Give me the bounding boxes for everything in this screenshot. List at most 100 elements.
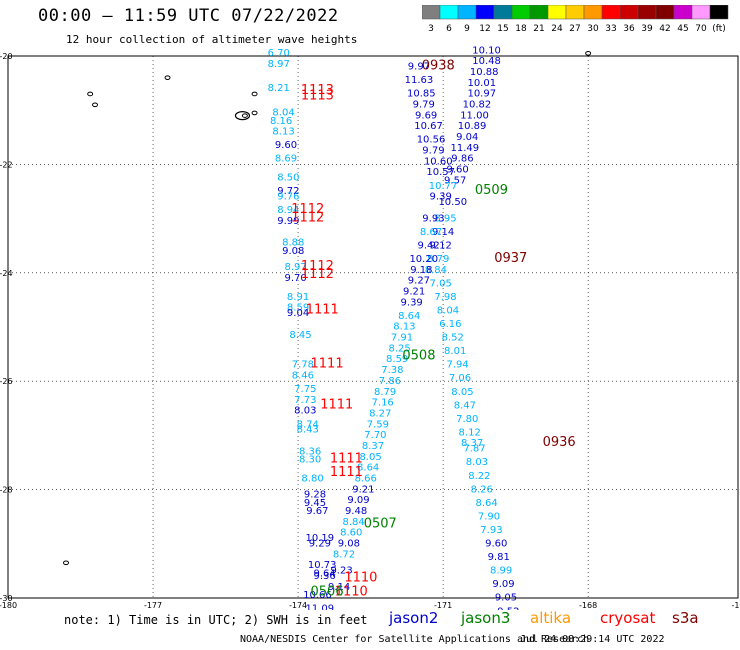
island-outline	[241, 113, 248, 118]
wave-height-value: 8.21	[268, 83, 290, 94]
sat-legend-jason3: jason3	[461, 609, 511, 627]
colorbar-label: 24	[551, 24, 563, 34]
wave-height-value: 7.75	[294, 384, 316, 395]
wave-height-map: -180 -177 -174 -171 -168 -16 -20 -22 -24 -26 -28 -3…	[0, 45, 740, 610]
wave-height-value: 9.72	[277, 186, 299, 197]
sat-legend-cryosat: cryosat	[600, 609, 656, 627]
wave-height-value: 9.14	[432, 227, 454, 238]
wave-height-value: 10.67	[414, 121, 443, 132]
wave-height-value: 7.91	[391, 333, 413, 344]
pass-time-label: 1110	[335, 584, 368, 599]
wave-height-value: 9.64	[314, 568, 336, 579]
wave-height-value: 8.64	[357, 463, 379, 474]
wave-height-value: 7.86	[379, 376, 401, 387]
pass-time-label: 1113	[301, 88, 334, 103]
wave-height-value: 8.67	[420, 227, 442, 238]
island-outline	[585, 50, 592, 56]
wave-height-value: 10.85	[407, 89, 436, 100]
wave-height-value: 8.30	[299, 455, 321, 466]
wave-height-value: 8.26	[471, 484, 493, 495]
colorbar-label: 12	[479, 24, 490, 34]
wave-height-value: 9.60	[275, 140, 297, 151]
wave-height-value: 10.82	[463, 99, 492, 110]
sat-legend-s3a: s3a	[672, 609, 699, 627]
wave-height-value: 8.13	[393, 322, 415, 333]
wave-height-value: 10.57	[426, 167, 455, 178]
wave-height-value: 10.88	[470, 67, 499, 78]
wave-height-value: 7.70	[364, 430, 386, 441]
pass-time-label: 1112	[291, 210, 324, 225]
wave-height-value: 10.73	[308, 560, 337, 571]
pass-time-label: 1112	[301, 259, 334, 274]
colorbar-label: (ft)	[712, 24, 726, 34]
wave-height-value: 9.79	[422, 146, 444, 157]
wave-height-value: 9.45	[304, 498, 326, 509]
generation-timestamp: Jul 24 08:29:14 UTC 2022	[520, 634, 665, 645]
wave-height-value: 6.70	[268, 48, 290, 59]
wave-height-value: 10.66	[303, 590, 332, 601]
pass-time-label: 0936	[543, 435, 576, 450]
colorbar-label: 39	[641, 24, 653, 34]
wave-height-value: 7.90	[478, 511, 500, 522]
wave-height-value: 10.10	[472, 45, 501, 56]
wave-height-value: 11.00	[460, 110, 489, 121]
wave-height-value: 8.01	[444, 346, 466, 357]
pass-time-label: 1112	[301, 267, 334, 282]
pass-time-label: 0507	[364, 517, 397, 532]
pass-time-label: 0937	[494, 251, 527, 266]
wave-height-value: 9.93	[422, 213, 444, 224]
wave-height-value: 11.09	[306, 604, 335, 610]
wave-height-value: 8.37	[362, 441, 384, 452]
wave-height-value: 8.37	[461, 438, 483, 449]
wave-height-value: 9.21	[352, 484, 374, 495]
wave-height-value: 8.60	[340, 528, 362, 539]
wave-height-value: 7.38	[381, 365, 403, 376]
wave-height-value: 8.05	[359, 452, 381, 463]
pass-time-label: 1111	[320, 397, 353, 412]
colorbar-label: 9	[464, 24, 470, 34]
x-tick-label: -174	[289, 601, 307, 610]
colorbar-label: 18	[515, 24, 527, 34]
x-tick-label: -16	[731, 601, 740, 610]
wave-height-value: 9.08	[282, 246, 304, 257]
x-tick-label: -177	[144, 601, 162, 610]
wave-height-value: 9.04	[287, 308, 309, 319]
wave-height-value: 8.45	[289, 330, 311, 341]
wave-height-value: 8.03	[294, 406, 316, 417]
colorbar-label: 70	[695, 24, 707, 34]
colorbar-label: 3	[428, 24, 434, 34]
wave-height-value: 10.01	[467, 78, 496, 89]
wave-height-value: 7.59	[367, 419, 389, 430]
wave-height-value: 8.59	[386, 354, 408, 365]
wave-height-value: 8.59	[287, 303, 309, 314]
y-tick-label: -26	[0, 377, 13, 386]
color-scale-legend: 3 6 9 12 15 18 21 24 27 30 33 36 39 42 45 70 (ft)	[422, 5, 729, 34]
wave-height-value: 8.05	[451, 387, 473, 398]
wave-height-value: 9.27	[408, 276, 430, 287]
pass-time-label: 1111	[306, 302, 339, 317]
wave-height-value: 9.76	[277, 192, 299, 203]
wave-height-value: 8.79	[374, 387, 396, 398]
pass-time-label: 1111	[330, 452, 363, 467]
colorbar-label: 30	[587, 24, 599, 34]
wave-height-value: 9.28	[304, 490, 326, 501]
island-outline	[63, 560, 70, 566]
colorbar-label: 27	[569, 24, 580, 34]
wave-height-value: 10.56	[417, 135, 446, 146]
colorbar-label: 33	[605, 24, 616, 34]
wave-height-value: 8.72	[333, 549, 355, 560]
wave-height-value: 10.77	[429, 181, 458, 192]
wave-height-value: 8.22	[468, 471, 490, 482]
wave-height-value: 8.50	[277, 173, 299, 184]
wave-height-value: 7.93	[480, 525, 502, 536]
wave-height-value: 9.79	[413, 99, 435, 110]
wave-height-value: 7.05	[430, 278, 452, 289]
island-outline	[251, 110, 258, 116]
wave-height-value: 8.66	[355, 473, 377, 484]
wave-height-value: 9.42	[417, 240, 439, 251]
wave-height-value: 10.60	[424, 156, 453, 167]
island-outline	[87, 91, 94, 97]
wave-height-value: 9.36	[314, 571, 336, 582]
colorbar-label: 15	[497, 24, 508, 34]
wave-height-value: 10.19	[306, 533, 335, 544]
